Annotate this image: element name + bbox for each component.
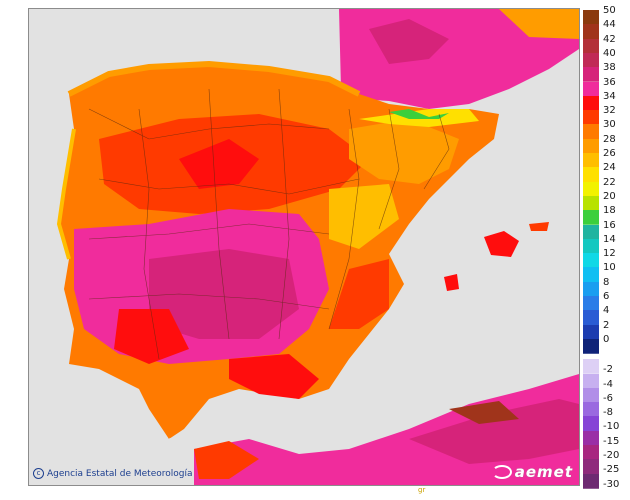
legend-label: 12 [603,248,616,260]
legend-label: 32 [603,105,616,117]
temperature-map: c Agencia Estatal de Meteorología aemet [28,8,580,486]
legend-label: 10 [603,262,616,274]
legend-swatch [583,473,599,489]
legend-swatch [583,10,599,26]
legend-label: 42 [603,33,616,45]
legend-swatch [583,224,599,240]
legend-label: 38 [603,62,616,74]
legend-swatch [583,402,599,418]
legend-label: 4 [603,305,610,317]
legend-label: -4 [603,378,613,390]
legend-swatch [583,95,599,112]
legend-swatch [583,124,599,140]
province-borders [88,88,450,360]
logo-text: aemet [514,463,573,481]
map-canvas [56,9,579,485]
legend-swatch [583,167,599,183]
legend-label: 18 [603,205,616,217]
credit-label: Agencia Estatal de Meteorología [47,468,193,479]
legend-label: -8 [603,407,613,419]
legend-swatch [583,138,599,154]
legend-label: 22 [603,176,616,188]
legend-swatch [583,253,599,269]
balearic-menorca [529,222,549,231]
legend-swatch [583,195,599,212]
legend-label: -25 [603,464,620,476]
aemet-logo: aemet [491,463,573,481]
copyright-icon: c [33,468,44,479]
legend-label: 40 [603,47,616,59]
legend-label: 24 [603,162,616,174]
temperature-legend: 50 44 42 40 38 36 34 32 30 28 26 24 22 20 18 16 14 12 10 8 6… [583,5,630,490]
legend-label: 44 [603,19,616,31]
legend-swatch [583,281,599,297]
legend-label: -6 [603,392,613,404]
legend-swatch [583,110,599,126]
legend-swatch [583,267,599,283]
tiny-mark: gr [418,486,426,494]
legend-label: 14 [603,233,616,245]
legend-swatch [583,38,599,54]
legend-swatch [583,387,599,404]
legend-swatch [583,459,599,475]
legend-label: 26 [603,148,616,159]
legend-swatch [583,324,599,340]
legend-swatch [583,210,599,226]
legend-swatch [583,338,599,355]
legend-label: 50 [603,5,616,16]
balearic-mallorca [484,231,519,257]
legend-swatch [583,153,599,169]
legend-swatch [583,445,599,461]
legend-swatch [583,52,599,69]
balearic-ibiza [444,274,459,291]
legend-label: 8 [603,276,610,288]
legend-label: 36 [603,76,616,88]
legend-swatch [583,359,599,375]
credit-text: c Agencia Estatal de Meteorología [33,468,193,479]
legend-swatch [583,24,599,40]
legend-swatch [583,373,599,389]
legend-swatch [583,296,599,312]
legend-label: -30 [603,478,620,490]
legend-swatch [583,430,599,446]
legend-swatch [583,416,599,432]
legend-label: 34 [603,90,616,102]
legend-label: 28 [603,133,616,145]
legend-swatch [583,81,599,97]
legend-swatch [583,310,599,326]
legend-label: -20 [603,450,620,461]
legend-swatch [583,67,599,83]
legend-label: -10 [603,421,620,433]
legend-label: 20 [603,190,616,202]
legend-label: -2 [603,364,613,376]
legend-label: 0 [603,333,610,345]
legend-swatch [583,238,599,255]
legend-label: 6 [603,291,610,302]
legend-label: 30 [603,119,616,131]
legend-label: -15 [603,435,620,447]
aemet-swirl-icon [491,465,512,479]
legend-label: 2 [603,319,610,331]
legend-swatch [583,181,599,197]
legend-label: 16 [603,219,616,231]
